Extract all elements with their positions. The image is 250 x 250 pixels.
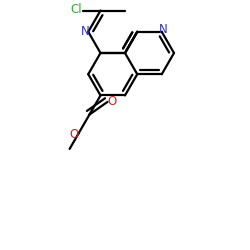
Text: Cl: Cl: [70, 3, 82, 16]
Text: O: O: [108, 95, 117, 108]
Text: O: O: [70, 128, 79, 141]
Text: N: N: [159, 23, 168, 36]
Text: N: N: [82, 25, 90, 38]
